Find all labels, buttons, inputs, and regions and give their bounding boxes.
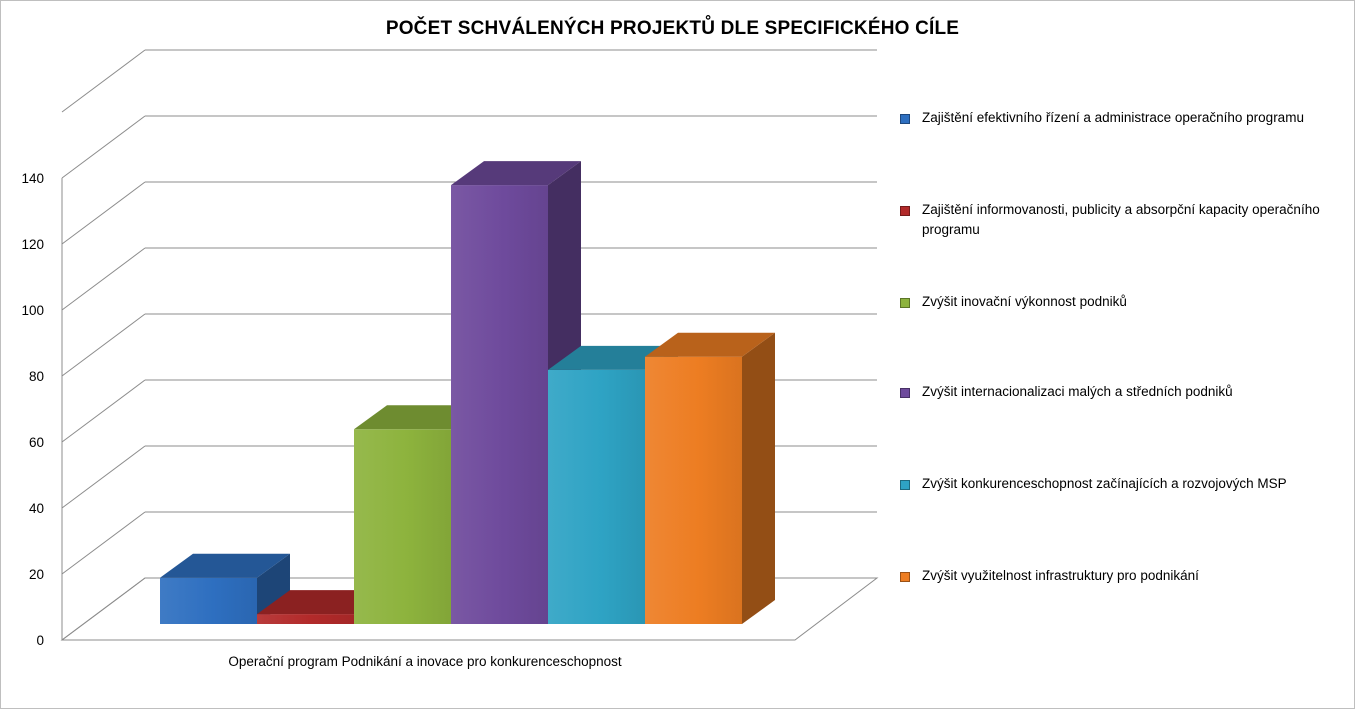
bar-1 — [160, 553, 290, 624]
legend-swatch — [900, 480, 910, 490]
gridline-side — [61, 445, 146, 509]
legend-swatch — [900, 298, 910, 308]
bar-front — [354, 429, 451, 624]
bar-6 — [645, 332, 775, 624]
y-tick-label: 40 — [29, 501, 44, 516]
bar-top — [645, 332, 775, 357]
gridline-side — [61, 49, 146, 113]
legend-item-2: Zajištění informovanosti, publicity a ab… — [900, 200, 1345, 240]
bar-front — [645, 356, 742, 624]
y-tick-label: 120 — [21, 237, 44, 252]
chart-title: POČET SCHVÁLENÝCH PROJEKTŮ DLE SPECIFICK… — [385, 18, 960, 39]
gridline-side — [61, 247, 146, 311]
bar-front — [160, 577, 257, 624]
legend-label: Zvýšit internacionalizaci malých a střed… — [922, 384, 1233, 399]
gridline-side — [61, 379, 146, 443]
bar-front — [548, 369, 645, 624]
legend-swatch — [900, 114, 910, 124]
x-category-label: Operační program Podnikání a inovace pro… — [228, 654, 621, 669]
legend-item-5: Zvýšit konkurenceschopnost začínajících … — [900, 474, 1345, 494]
legend-label: Zajištění informovanosti, publicity a ab… — [922, 202, 1320, 237]
y-tick-label: 20 — [29, 567, 44, 582]
legend-label: Zvýšit konkurenceschopnost začínajících … — [922, 476, 1287, 491]
y-tick-label: 140 — [21, 171, 44, 186]
bar-front — [451, 185, 548, 624]
gridline-side — [61, 115, 146, 179]
gridline-side — [61, 313, 146, 377]
bar-side — [742, 332, 775, 624]
y-tick-label: 60 — [29, 435, 44, 450]
legend-item-3: Zvýšit inovační výkonnost podniků — [900, 292, 1345, 312]
bar-front — [257, 614, 354, 624]
y-tick-label: 0 — [36, 633, 44, 648]
y-tick-label: 100 — [21, 303, 44, 318]
legend-label: Zvýšit inovační výkonnost podniků — [922, 294, 1127, 309]
legend-swatch — [900, 572, 910, 582]
legend-item-1: Zajištění efektivního řízení a administr… — [900, 108, 1345, 128]
legend-label: Zvýšit využitelnost infrastruktury pro p… — [922, 568, 1199, 583]
legend-label: Zajištění efektivního řízení a administr… — [922, 110, 1304, 125]
legend-swatch — [900, 388, 910, 398]
bar-top — [451, 161, 581, 186]
bar-top — [160, 553, 290, 578]
gridline-side — [61, 577, 146, 641]
y-tick-label: 80 — [29, 369, 44, 384]
legend-item-6: Zvýšit využitelnost infrastruktury pro p… — [900, 566, 1345, 586]
gridline-side — [61, 181, 146, 245]
gridline-side — [61, 511, 146, 575]
bar-side — [257, 553, 290, 624]
legend-item-4: Zvýšit internacionalizaci malých a střed… — [900, 382, 1345, 402]
legend-swatch — [900, 206, 910, 216]
